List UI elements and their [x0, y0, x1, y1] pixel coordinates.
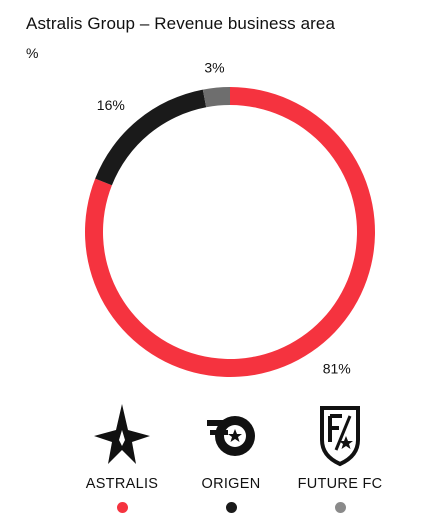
slice-percent-label: 81%	[323, 360, 351, 376]
unit-label: %	[26, 45, 39, 61]
donut-chart: 81% 16% 3%	[85, 60, 376, 377]
future-fc-shield-logo-icon	[320, 406, 360, 467]
slice-percent-label: 16%	[97, 97, 125, 113]
legend-label: ORIGEN	[201, 476, 261, 492]
slice-percent-label: 3%	[204, 60, 224, 76]
origen-logo-icon	[207, 416, 255, 456]
donut-slice-origen	[95, 89, 207, 186]
legend-dot-future-fc	[334, 502, 346, 513]
legend-item-future-fc: FUTURE FC	[280, 400, 400, 513]
legend-label: FUTURE FC	[297, 476, 383, 492]
legend-item-astralis: ASTRALIS	[62, 400, 182, 513]
chart-title: Astralis Group – Revenue business area	[26, 14, 336, 33]
legend-item-origen: ORIGEN	[171, 400, 291, 513]
legend-dot-astralis	[116, 502, 128, 513]
legend-dot-origen	[225, 502, 237, 513]
astralis-star-logo-icon	[94, 404, 150, 464]
donut-slice-future-fc	[202, 87, 230, 108]
legend-label: ASTRALIS	[85, 476, 159, 492]
